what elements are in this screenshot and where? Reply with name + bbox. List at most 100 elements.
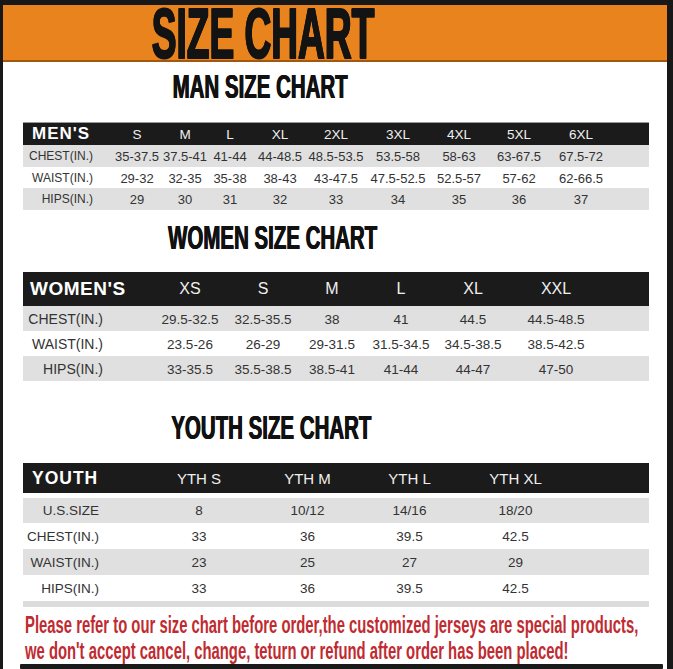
- table-row: U.S.SIZE 8 10/12 14/16 18/20: [23, 498, 649, 524]
- size-value-cell: 36: [300, 580, 315, 595]
- table-header-row: WOMEN'SXSSMLXLXXL: [23, 272, 649, 306]
- size-value-cell: 35: [452, 192, 466, 207]
- table-row: HIPS(IN.)33-35.535.5-38.538.5-4141-4444-…: [23, 356, 649, 381]
- size-value-cell: 32.5-35.5: [234, 311, 291, 326]
- row-label-cell: U.S.SIZE: [43, 503, 99, 518]
- size-column-header: 2XL: [324, 126, 348, 141]
- table-title-cell: WOMEN'S: [30, 278, 126, 300]
- page-title: SIZE CHART: [152, 11, 375, 57]
- size-value-cell: 26-29: [246, 336, 281, 351]
- size-value-cell: 14/16: [393, 503, 427, 518]
- size-column-header: 5XL: [507, 126, 531, 141]
- size-column-header: YTH XL: [489, 470, 542, 487]
- size-value-cell: 36: [512, 192, 526, 207]
- size-value-cell: 48.5-53.5: [309, 148, 364, 163]
- page-border-right: [667, 0, 673, 669]
- size-value-cell: 27: [402, 554, 417, 569]
- table-title-cell: YOUTH: [32, 468, 98, 489]
- size-column-header: XL: [463, 280, 483, 298]
- size-value-cell: 29-32: [120, 170, 153, 185]
- size-value-cell: 35.5-38.5: [234, 361, 291, 376]
- size-column-header: YTH M: [284, 470, 331, 487]
- size-value-cell: 32-35: [168, 170, 201, 185]
- size-value-cell: 44-48.5: [258, 148, 302, 163]
- youth-size-table: YOUTH YTH S YTH M YTH L YTH XL U.S.SIZE 8 10/12…: [23, 463, 649, 601]
- table-row: HIPS(IN.)333639.542.5: [23, 575, 649, 601]
- size-value-cell: 38.5-41: [309, 361, 355, 376]
- title-wrap: SIZE CHART: [0, 11, 528, 61]
- size-value-cell: 29.5-32.5: [161, 311, 218, 326]
- size-column-header: 4XL: [447, 126, 471, 141]
- size-value-cell: 63-67.5: [497, 148, 541, 163]
- row-label-cell: WAIST(IN.): [32, 336, 103, 352]
- women-size-table: WOMEN'SXSSMLXLXXLCHEST(IN.)29.5-32.532.5…: [23, 272, 649, 381]
- row-label-cell: CHEST(IN.): [28, 311, 103, 327]
- size-value-cell: 39.5: [396, 580, 422, 595]
- size-value-cell: 10/12: [291, 503, 325, 518]
- table-header-row: MEN'SSMLXL2XL3XL4XL5XL6XL: [23, 122, 649, 146]
- table-row: HIPS(IN.)293031323334353637: [23, 188, 649, 210]
- size-value-cell: 8: [195, 503, 203, 518]
- size-value-cell: 31: [223, 192, 237, 207]
- table-row: WAIST(IN.)23252729: [23, 549, 649, 575]
- size-value-cell: 37.5-41: [163, 148, 207, 163]
- size-value-cell: 34: [391, 192, 405, 207]
- table-row: WAIST(IN.)23.5-2626-2929-31.531.5-34.534…: [23, 331, 649, 356]
- size-value-cell: 47.5-52.5: [371, 170, 426, 185]
- size-value-cell: 18/20: [499, 503, 533, 518]
- size-value-cell: 34.5-38.5: [444, 336, 501, 351]
- size-value-cell: 33: [191, 580, 206, 595]
- footer-note-line1: Please refer to our size chart before or…: [25, 613, 673, 637]
- size-value-cell: 33: [191, 529, 206, 544]
- row-label-cell: CHEST(IN.): [27, 529, 99, 544]
- size-column-header: 6XL: [569, 126, 593, 141]
- size-column-header: L: [397, 280, 406, 298]
- size-value-cell: 25: [300, 554, 315, 569]
- size-value-cell: 52.5-57: [437, 170, 481, 185]
- size-value-cell: 42.5: [502, 580, 528, 595]
- size-column-header: XS: [179, 280, 200, 298]
- size-value-cell: 62-66.5: [559, 170, 603, 185]
- size-column-header: M: [325, 280, 338, 298]
- size-value-cell: 53.5-58: [376, 148, 420, 163]
- size-value-cell: 39.5: [396, 529, 422, 544]
- size-value-cell: 29: [130, 192, 144, 207]
- size-value-cell: 33-35.5: [167, 361, 213, 376]
- women-section-heading: WOMEN SIZE CHART: [5, 221, 541, 254]
- size-value-cell: 42.5: [502, 529, 528, 544]
- size-value-cell: 41-44: [213, 148, 246, 163]
- row-label-cell: CHEST(IN.): [29, 149, 93, 163]
- size-value-cell: 30: [178, 192, 192, 207]
- size-value-cell: 29: [508, 554, 523, 569]
- size-column-header: S: [258, 280, 269, 298]
- size-value-cell: 32: [273, 192, 287, 207]
- table-header-row: YOUTH YTH S YTH M YTH L YTH XL: [23, 463, 649, 493]
- man-section-heading: MAN SIZE CHART: [0, 70, 528, 103]
- size-value-cell: 38.5-42.5: [527, 336, 584, 351]
- footer-note-line2: we don't accept cancel, change, teturn o…: [25, 639, 673, 663]
- size-value-cell: 41: [393, 311, 408, 326]
- size-value-cell: 37: [574, 192, 588, 207]
- size-value-cell: 31.5-34.5: [372, 336, 429, 351]
- size-value-cell: 47-50: [539, 361, 574, 376]
- size-value-cell: 35-38: [213, 170, 246, 185]
- size-value-cell: 23: [191, 554, 206, 569]
- size-column-header: 3XL: [386, 126, 410, 141]
- size-value-cell: 43-47.5: [314, 170, 358, 185]
- youth-table-bottom-strip: [23, 601, 649, 607]
- table-row: WAIST(IN.)29-3232-3535-3838-4343-47.547.…: [23, 167, 649, 189]
- table-row: CHEST(IN.) 35-37.5 37.5-41 41-44 44-48.5 48.5…: [23, 145, 649, 167]
- size-value-cell: 41-44: [384, 361, 419, 376]
- size-value-cell: 35-37.5: [115, 148, 159, 163]
- size-value-cell: 23.5-26: [167, 336, 213, 351]
- size-value-cell: 38-43: [263, 170, 296, 185]
- size-column-header: M: [179, 126, 190, 141]
- size-column-header: YTH L: [388, 470, 431, 487]
- table-title-cell: MEN'S: [32, 124, 90, 144]
- size-column-header: S: [132, 126, 141, 141]
- size-value-cell: 38: [324, 311, 339, 326]
- size-column-header: YTH S: [177, 470, 221, 487]
- size-value-cell: 67.5-72: [559, 148, 603, 163]
- table-row: CHEST(IN.)333639.542.5: [23, 523, 649, 549]
- size-value-cell: 44-47: [456, 361, 491, 376]
